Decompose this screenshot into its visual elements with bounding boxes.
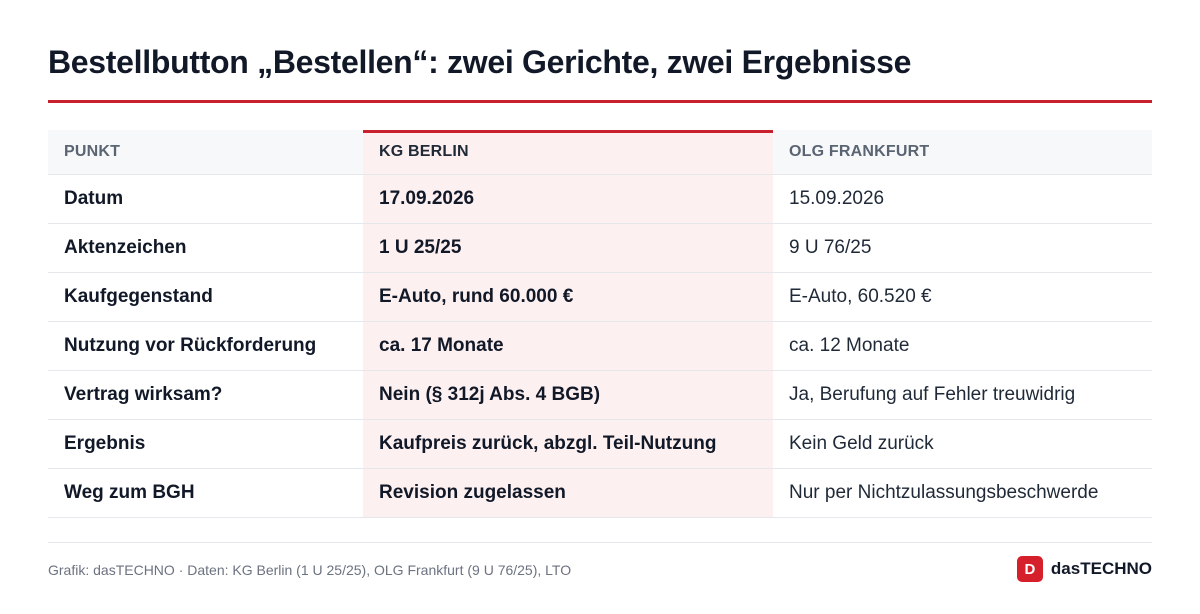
footer-divider xyxy=(48,542,1152,543)
table-header-row: PUNKT KG BERLIN OLG FRANKFURT xyxy=(48,130,1152,175)
kg-berlin-value: 1 U 25/25 xyxy=(363,223,773,273)
row-label: Kaufgegenstand xyxy=(48,272,363,322)
kg-berlin-value: Kaufpreis zurück, abzgl. Teil-Nutzung xyxy=(363,419,773,469)
das-techno-logo-icon: D xyxy=(1016,556,1043,582)
header-punkt: PUNKT xyxy=(48,130,363,175)
row-label: Aktenzeichen xyxy=(48,223,363,273)
kg-berlin-value: ca. 17 Monate xyxy=(363,321,773,371)
header-olg-frankfurt: OLG FRANKFURT xyxy=(773,130,1152,175)
brand-logo: D dasTECHNO xyxy=(1016,556,1152,582)
row-label: Vertrag wirksam? xyxy=(48,370,363,420)
table-row: Aktenzeichen 1 U 25/25 9 U 76/25 xyxy=(48,223,1152,273)
table-row: Kaufgegenstand E-Auto, rund 60.000 € E-A… xyxy=(48,272,1152,322)
table-row: Ergebnis Kaufpreis zurück, abzgl. Teil-N… xyxy=(48,419,1152,469)
brand-name: dasTECHNO xyxy=(1050,559,1152,578)
title-underline xyxy=(48,100,1152,103)
kg-berlin-value: E-Auto, rund 60.000 € xyxy=(363,272,773,322)
row-label: Weg zum BGH xyxy=(48,468,363,518)
kg-berlin-value: Revision zugelassen xyxy=(363,468,773,518)
kg-berlin-value: 17.09.2026 xyxy=(363,174,773,224)
header-kg-berlin: KG BERLIN xyxy=(363,130,773,175)
table-row: Vertrag wirksam? Nein (§ 312j Abs. 4 BGB… xyxy=(48,370,1152,420)
row-label: Nutzung vor Rückforderung xyxy=(48,321,363,371)
olg-frankfurt-value: Nur per Nichtzulassungsbeschwerde xyxy=(773,468,1152,518)
comparison-table: PUNKT KG BERLIN OLG FRANKFURT Datum 17.0… xyxy=(48,130,1152,518)
table-row: Datum 17.09.2026 15.09.2026 xyxy=(48,174,1152,224)
source-note: Grafik: dasTECHNO · Daten: KG Berlin (1 … xyxy=(48,562,572,578)
table-row: Nutzung vor Rückforderung ca. 17 Monate … xyxy=(48,321,1152,371)
olg-frankfurt-value: 15.09.2026 xyxy=(773,174,1152,224)
olg-frankfurt-value: 9 U 76/25 xyxy=(773,223,1152,273)
olg-frankfurt-value: Kein Geld zurück xyxy=(773,419,1152,469)
olg-frankfurt-value: ca. 12 Monate xyxy=(773,321,1152,371)
row-label: Ergebnis xyxy=(48,419,363,469)
page-title: Bestellbutton „Bestellen“: zwei Gerichte… xyxy=(48,44,912,80)
olg-frankfurt-value: E-Auto, 60.520 € xyxy=(773,272,1152,322)
row-label: Datum xyxy=(48,174,363,224)
kg-berlin-value: Nein (§ 312j Abs. 4 BGB) xyxy=(363,370,773,420)
table-row: Weg zum BGH Revision zugelassen Nur per … xyxy=(48,468,1152,518)
olg-frankfurt-value: Ja, Berufung auf Fehler treuwidrig xyxy=(773,370,1152,420)
